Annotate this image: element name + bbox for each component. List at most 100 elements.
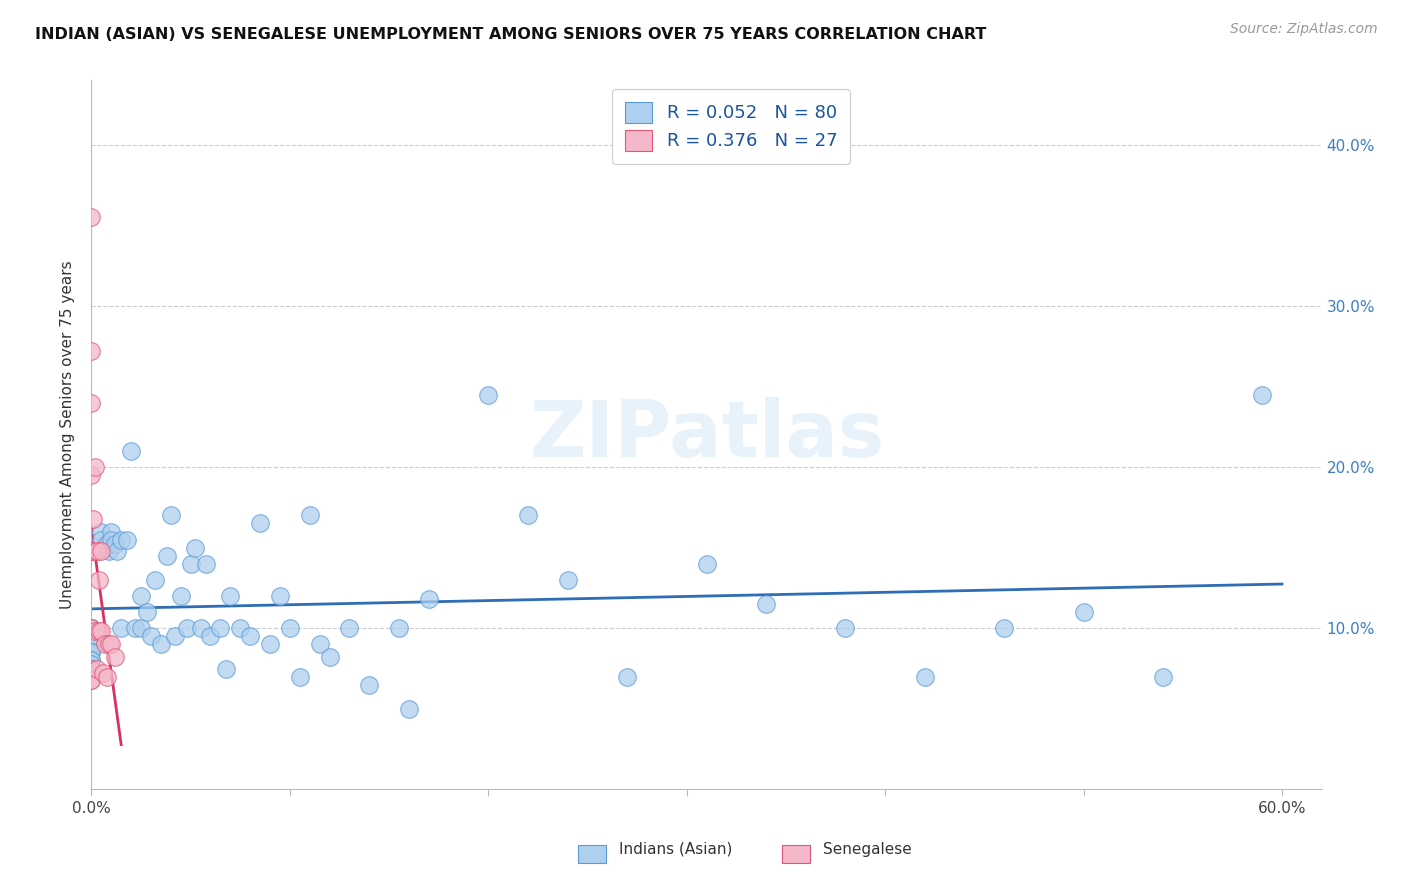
Point xyxy=(91,666,114,681)
Point xyxy=(156,549,179,563)
Point xyxy=(914,670,936,684)
Point xyxy=(100,637,122,651)
Point xyxy=(200,629,222,643)
Text: Source: ZipAtlas.com: Source: ZipAtlas.com xyxy=(1230,22,1378,37)
Point xyxy=(80,621,103,635)
Point xyxy=(96,537,118,551)
Point xyxy=(80,544,103,558)
Point xyxy=(104,537,127,551)
Point xyxy=(94,637,117,651)
Point xyxy=(86,661,108,675)
Point xyxy=(80,468,103,483)
Point xyxy=(176,621,198,635)
Text: Senegalese: Senegalese xyxy=(823,842,911,856)
Point xyxy=(80,344,103,359)
Point xyxy=(80,621,103,635)
Point xyxy=(1152,670,1174,684)
Point xyxy=(516,508,538,523)
Point xyxy=(90,524,112,539)
Point xyxy=(82,544,104,558)
Point xyxy=(100,533,122,547)
Point xyxy=(80,673,103,687)
Point xyxy=(183,541,205,555)
Point xyxy=(104,650,127,665)
Text: Indians (Asian): Indians (Asian) xyxy=(619,842,733,856)
Point xyxy=(86,544,108,558)
Point xyxy=(269,589,291,603)
Point xyxy=(695,557,717,571)
Point xyxy=(388,621,411,635)
Point xyxy=(557,573,579,587)
Point xyxy=(136,605,159,619)
Point xyxy=(209,621,232,635)
Point xyxy=(80,621,103,635)
Point xyxy=(84,460,107,475)
Point xyxy=(80,621,103,635)
Point xyxy=(398,702,420,716)
Point xyxy=(170,589,193,603)
Point xyxy=(115,533,138,547)
Point xyxy=(143,573,166,587)
Point xyxy=(215,661,238,675)
Point xyxy=(288,670,311,684)
Point xyxy=(80,621,103,635)
Point xyxy=(110,533,132,547)
Text: ZIPatlas: ZIPatlas xyxy=(529,397,884,473)
Point xyxy=(249,516,271,531)
Point xyxy=(616,670,638,684)
Text: INDIAN (ASIAN) VS SENEGALESE UNEMPLOYMENT AMONG SENIORS OVER 75 YEARS CORRELATIO: INDIAN (ASIAN) VS SENEGALESE UNEMPLOYMEN… xyxy=(35,27,987,42)
Point xyxy=(90,624,112,639)
Point xyxy=(80,661,103,675)
Point xyxy=(149,637,172,651)
Point xyxy=(80,211,103,225)
Point xyxy=(80,395,103,409)
Point xyxy=(82,511,104,525)
Point xyxy=(94,541,117,555)
Point xyxy=(80,661,103,675)
Point xyxy=(86,544,108,558)
Y-axis label: Unemployment Among Seniors over 75 years: Unemployment Among Seniors over 75 years xyxy=(60,260,76,609)
Point xyxy=(80,661,103,675)
Point xyxy=(80,637,103,651)
Point xyxy=(337,621,360,635)
Point xyxy=(100,524,122,539)
Point xyxy=(1073,605,1095,619)
Point xyxy=(180,557,202,571)
Point xyxy=(80,637,103,651)
Point xyxy=(80,661,103,675)
Point xyxy=(163,629,186,643)
Point xyxy=(139,629,162,643)
Point xyxy=(80,653,103,667)
Point xyxy=(80,544,103,558)
Point xyxy=(90,544,112,558)
Point xyxy=(80,629,103,643)
Point xyxy=(159,508,181,523)
Point xyxy=(80,637,103,651)
Point xyxy=(80,653,103,667)
Point xyxy=(418,592,440,607)
Point xyxy=(98,544,121,558)
Point xyxy=(80,673,103,687)
Point xyxy=(80,645,103,659)
Point xyxy=(80,629,103,643)
Point xyxy=(993,621,1015,635)
Point xyxy=(359,678,381,692)
Point xyxy=(89,624,111,639)
Point xyxy=(755,597,778,611)
FancyBboxPatch shape xyxy=(578,846,606,863)
Point xyxy=(298,508,321,523)
Point xyxy=(80,645,103,659)
Point xyxy=(105,544,128,558)
Point xyxy=(195,557,218,571)
Point xyxy=(477,387,499,401)
Point xyxy=(229,621,252,635)
Point xyxy=(80,645,103,659)
Point xyxy=(129,589,152,603)
Point xyxy=(96,670,118,684)
Point xyxy=(1251,387,1274,401)
Point xyxy=(129,621,152,635)
Point xyxy=(278,621,301,635)
Point xyxy=(308,637,330,651)
Point xyxy=(219,589,242,603)
Point xyxy=(90,533,112,547)
